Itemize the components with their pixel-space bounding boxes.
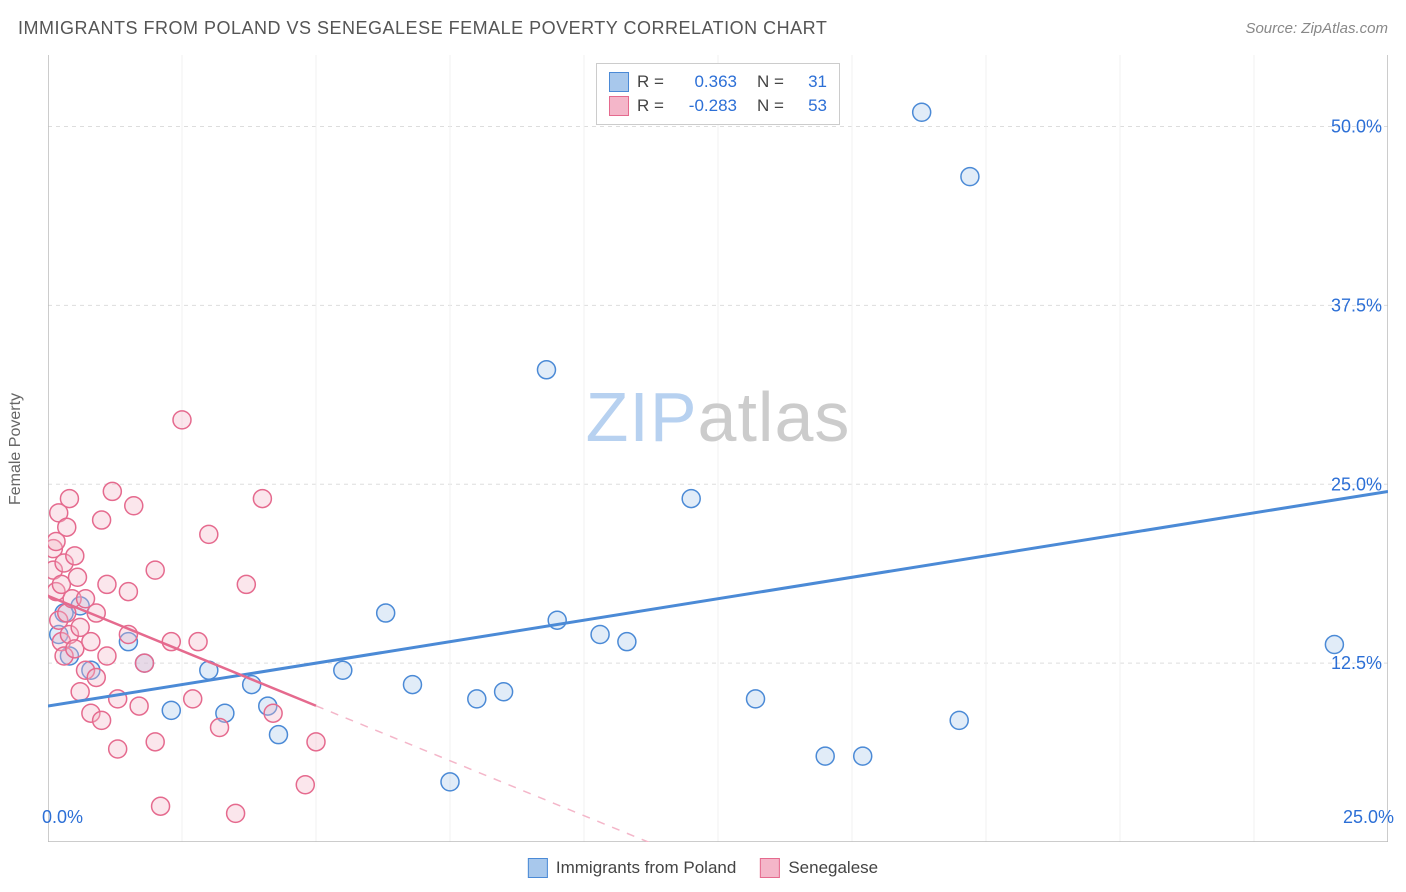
legend-series-label: Immigrants from Poland <box>556 858 736 878</box>
legend-n-value: 53 <box>797 96 827 116</box>
svg-text:37.5%: 37.5% <box>1331 295 1382 315</box>
legend-swatch <box>760 858 780 878</box>
legend-correlation: R = 0.363 N = 31 R = -0.283 N = 53 <box>596 63 840 125</box>
scatter-plot: 12.5% 25.0% 37.5% 50.0% <box>48 55 1388 842</box>
plot-wrapper: Female Poverty ZIPatlas 12.5%25.0%37.5%5… <box>48 55 1388 842</box>
legend-series-item: Senegalese <box>760 858 878 878</box>
legend-r-label: R = <box>637 72 669 92</box>
y-axis-label: Female Poverty <box>7 392 25 504</box>
x-axis-tick-max: 25.0% <box>1343 807 1394 828</box>
legend-correlation-row: R = 0.363 N = 31 <box>609 70 827 94</box>
legend-r-value: -0.283 <box>677 96 737 116</box>
legend-swatch <box>609 72 629 92</box>
x-axis-tick-min: 0.0% <box>42 807 83 828</box>
legend-r-label: R = <box>637 96 669 116</box>
svg-text:25.0%: 25.0% <box>1331 474 1382 494</box>
header: IMMIGRANTS FROM POLAND VS SENEGALESE FEM… <box>18 18 1388 39</box>
source-label: Source: ZipAtlas.com <box>1245 20 1388 37</box>
legend-correlation-row: R = -0.283 N = 53 <box>609 94 827 118</box>
chart-title: IMMIGRANTS FROM POLAND VS SENEGALESE FEM… <box>18 18 827 39</box>
legend-n-label: N = <box>757 72 789 92</box>
legend-n-value: 31 <box>797 72 827 92</box>
legend-swatch <box>609 96 629 116</box>
legend-n-label: N = <box>757 96 789 116</box>
legend-swatch <box>528 858 548 878</box>
legend-series-label: Senegalese <box>788 858 878 878</box>
svg-text:12.5%: 12.5% <box>1331 653 1382 673</box>
legend-series: Immigrants from Poland Senegalese <box>528 858 878 878</box>
legend-series-item: Immigrants from Poland <box>528 858 736 878</box>
legend-r-value: 0.363 <box>677 72 737 92</box>
svg-text:50.0%: 50.0% <box>1331 117 1382 137</box>
